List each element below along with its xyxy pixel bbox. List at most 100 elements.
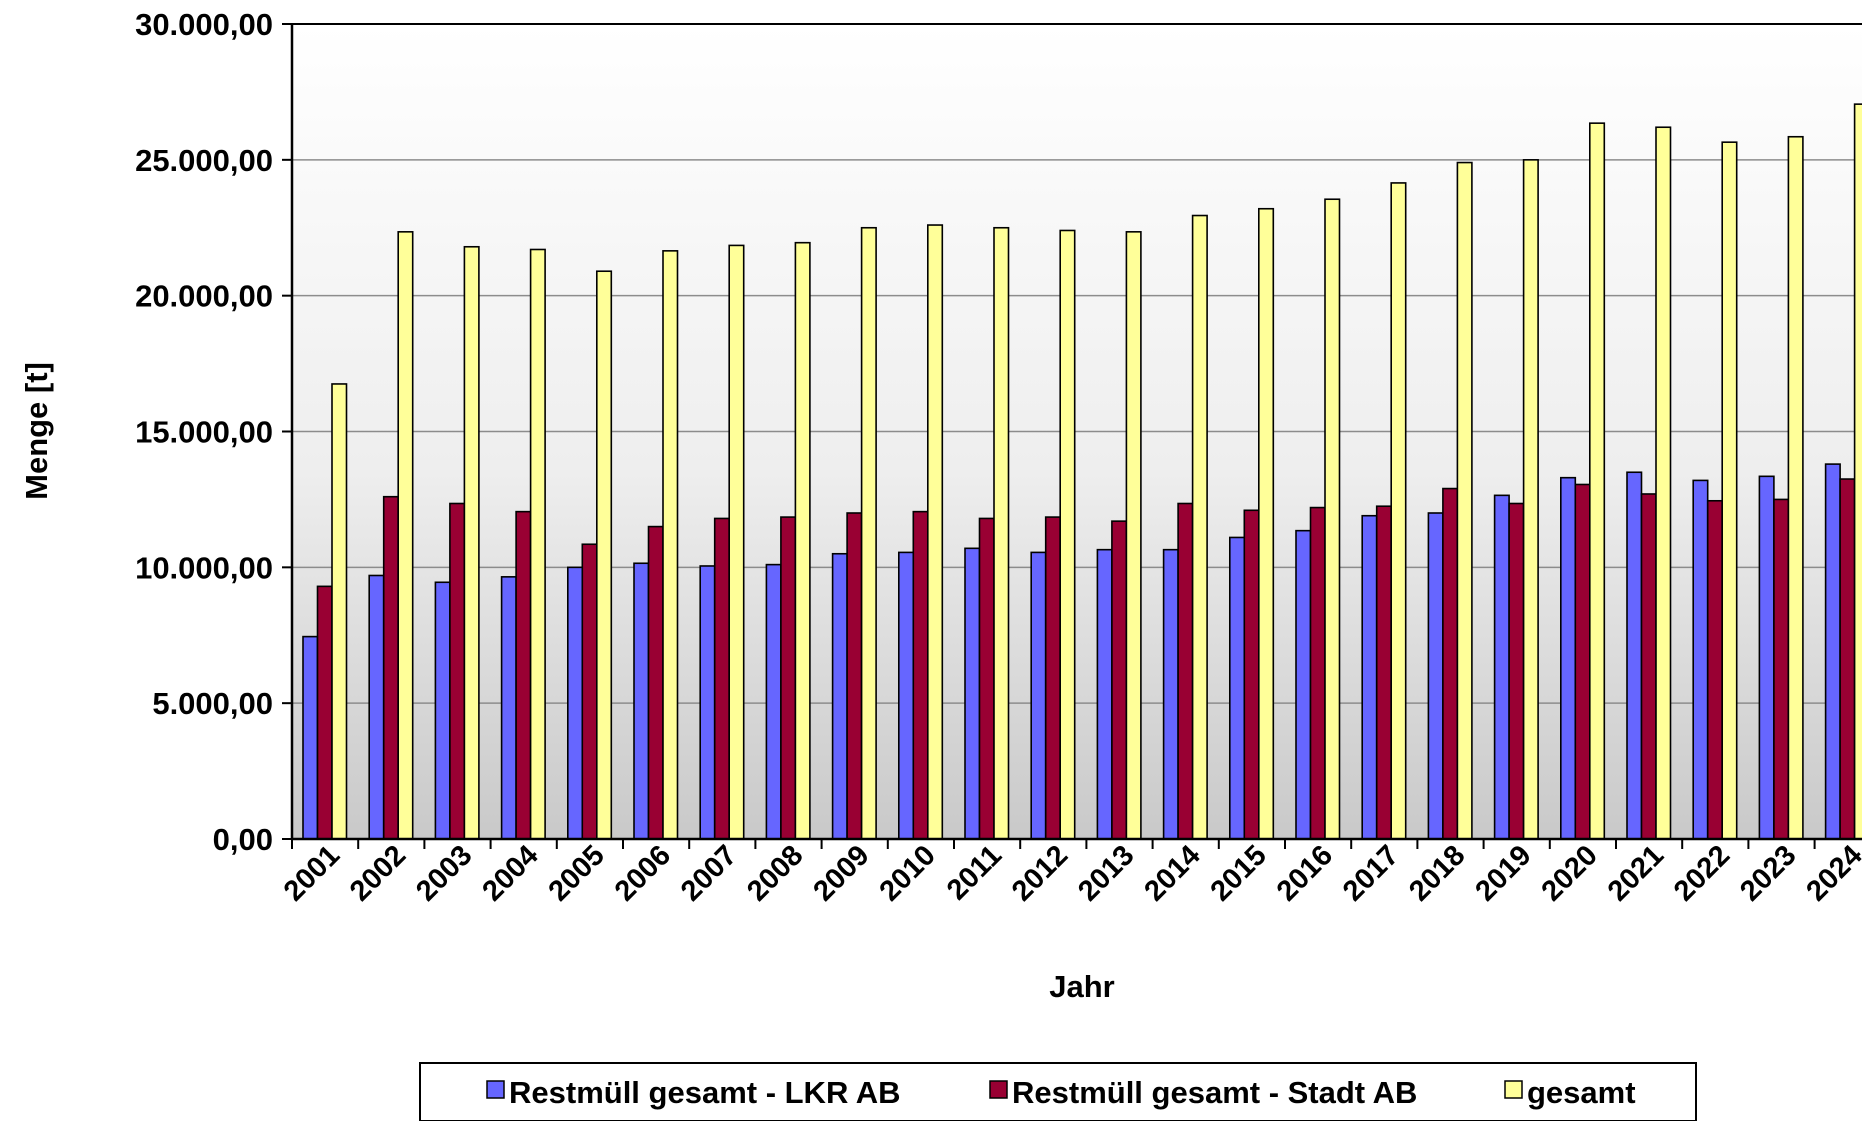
x-tick-label: 2017 bbox=[1337, 839, 1405, 907]
x-tick-labels: 2001200220032004200520062007200820092010… bbox=[278, 839, 1862, 907]
bar-stadt-2023 bbox=[1773, 498, 1790, 840]
x-tick-label: 2022 bbox=[1668, 839, 1736, 907]
x-tick-label: 2006 bbox=[609, 839, 677, 907]
legend: Restmüll gesamt - LKR AB Restmüll gesamt… bbox=[419, 1062, 1697, 1121]
x-tick-label: 2010 bbox=[874, 839, 942, 907]
x-tick-label: 2016 bbox=[1271, 839, 1339, 907]
bar-stadt-2022 bbox=[1706, 499, 1723, 840]
bar-lkr-2014 bbox=[1162, 548, 1179, 840]
bar-stadt-2010 bbox=[912, 510, 929, 840]
bar-gesamt-2005 bbox=[595, 270, 613, 840]
bar-lkr-2008 bbox=[765, 563, 782, 840]
bar-gesamt-2008 bbox=[794, 241, 811, 840]
bar-stadt-2018 bbox=[1442, 487, 1459, 840]
x-tick-label: 2021 bbox=[1602, 839, 1670, 907]
bar-lkr-2020 bbox=[1560, 476, 1577, 840]
bar-stadt-2004 bbox=[515, 510, 532, 840]
bar-lkr-2024 bbox=[1824, 463, 1841, 840]
y-tick-label: 0,00 bbox=[213, 822, 273, 857]
bar-lkr-2018 bbox=[1427, 512, 1444, 840]
x-tick-label: 2008 bbox=[741, 839, 809, 907]
bar-stadt-2009 bbox=[846, 512, 863, 840]
x-tick-label: 2018 bbox=[1403, 839, 1471, 907]
bar-gesamt-2018 bbox=[1456, 161, 1473, 840]
x-tick-label: 2005 bbox=[543, 839, 611, 907]
legend-swatch-lkr bbox=[486, 1080, 505, 1099]
bar-gesamt-2012 bbox=[1059, 229, 1076, 840]
bar-gesamt-2006 bbox=[662, 250, 679, 840]
bar-stadt-2019 bbox=[1508, 502, 1525, 840]
bar-gesamt-2019 bbox=[1522, 159, 1539, 840]
x-tick-label: 2003 bbox=[410, 839, 478, 907]
legend-label-lkr: Restmüll gesamt - LKR AB bbox=[509, 1075, 901, 1110]
bar-lkr-2007 bbox=[699, 565, 716, 840]
bar-gesamt-2007 bbox=[728, 244, 745, 840]
legend-swatch-stadt bbox=[989, 1080, 1008, 1099]
bar-gesamt-2022 bbox=[1721, 141, 1738, 840]
bar-stadt-2007 bbox=[713, 517, 731, 840]
bar-lkr-2009 bbox=[831, 552, 848, 840]
bar-lkr-2001 bbox=[302, 635, 319, 840]
bar-gesamt-2021 bbox=[1655, 126, 1672, 840]
bar-gesamt-2010 bbox=[926, 224, 944, 840]
x-tick-label: 2002 bbox=[344, 839, 412, 907]
bar-stadt-2017 bbox=[1375, 505, 1392, 840]
x-tick-label: 2011 bbox=[941, 839, 1008, 906]
x-tick-label: 2020 bbox=[1536, 839, 1604, 907]
x-tick-label: 2004 bbox=[476, 839, 544, 907]
bar-gesamt-2016 bbox=[1324, 198, 1341, 840]
bar-gesamt-2009 bbox=[860, 226, 877, 840]
bar-lkr-2021 bbox=[1626, 471, 1643, 840]
bar-lkr-2003 bbox=[434, 581, 451, 840]
x-tick-label: 2024 bbox=[1800, 839, 1862, 907]
legend-box bbox=[419, 1062, 1697, 1121]
y-tick-label: 10.000,00 bbox=[135, 550, 273, 585]
y-tick-label: 5.000,00 bbox=[152, 686, 273, 721]
bar-gesamt-2002 bbox=[397, 231, 414, 840]
bar-gesamt-2014 bbox=[1191, 214, 1208, 840]
bar-stadt-2005 bbox=[581, 543, 598, 840]
x-axis-title: Jahr bbox=[1049, 969, 1114, 1004]
bar-stadt-2012 bbox=[1044, 516, 1061, 840]
bar-stadt-2011 bbox=[978, 517, 995, 840]
bar-stadt-2024 bbox=[1839, 478, 1856, 840]
x-tick-label: 2013 bbox=[1072, 839, 1140, 907]
x-tick-label: 2015 bbox=[1205, 839, 1273, 907]
y-tick-labels: 0,00 5.000,00 10.000,00 15.000,00 20.000,00 2… bbox=[135, 7, 273, 857]
legend-swatch-gesamt bbox=[1504, 1080, 1523, 1099]
bar-stadt-2014 bbox=[1177, 502, 1194, 840]
bar-stadt-2006 bbox=[647, 525, 664, 840]
bar-lkr-2005 bbox=[566, 566, 584, 840]
bar-lkr-2011 bbox=[964, 547, 981, 840]
x-tick-label: 2023 bbox=[1734, 839, 1802, 907]
bar-gesamt-2017 bbox=[1390, 182, 1407, 840]
bar-lkr-2022 bbox=[1692, 479, 1709, 840]
x-tick-label: 2019 bbox=[1469, 839, 1537, 907]
bar-lkr-2016 bbox=[1295, 529, 1312, 840]
bar-lkr-2019 bbox=[1493, 494, 1510, 840]
bar-gesamt-2004 bbox=[529, 248, 546, 840]
x-tick-label: 2007 bbox=[675, 839, 743, 907]
bar-stadt-2016 bbox=[1309, 506, 1326, 840]
bar-lkr-2015 bbox=[1229, 536, 1246, 840]
bar-lkr-2002 bbox=[368, 574, 385, 840]
bar-stadt-2015 bbox=[1243, 509, 1260, 840]
bar-gesamt-2023 bbox=[1787, 135, 1804, 840]
bar-gesamt-2024 bbox=[1853, 103, 1862, 840]
x-tick-label: 2001 bbox=[278, 839, 346, 907]
bar-stadt-2008 bbox=[780, 516, 797, 840]
bar-gesamt-2003 bbox=[463, 245, 480, 840]
bar-lkr-2004 bbox=[500, 576, 517, 840]
bar-gesamt-2013 bbox=[1125, 231, 1142, 840]
bar-stadt-2020 bbox=[1574, 483, 1591, 840]
legend-label-gesamt: gesamt bbox=[1527, 1075, 1636, 1110]
legend-label-stadt: Restmüll gesamt - Stadt AB bbox=[1012, 1075, 1417, 1110]
bar-gesamt-2020 bbox=[1589, 122, 1606, 840]
bars bbox=[302, 103, 1862, 840]
y-tick-label: 20.000,00 bbox=[135, 279, 273, 314]
axes bbox=[282, 23, 1862, 849]
bar-gesamt-2001 bbox=[331, 383, 348, 840]
y-tick-label: 25.000,00 bbox=[135, 143, 273, 178]
x-tick-label: 2012 bbox=[1006, 839, 1074, 907]
